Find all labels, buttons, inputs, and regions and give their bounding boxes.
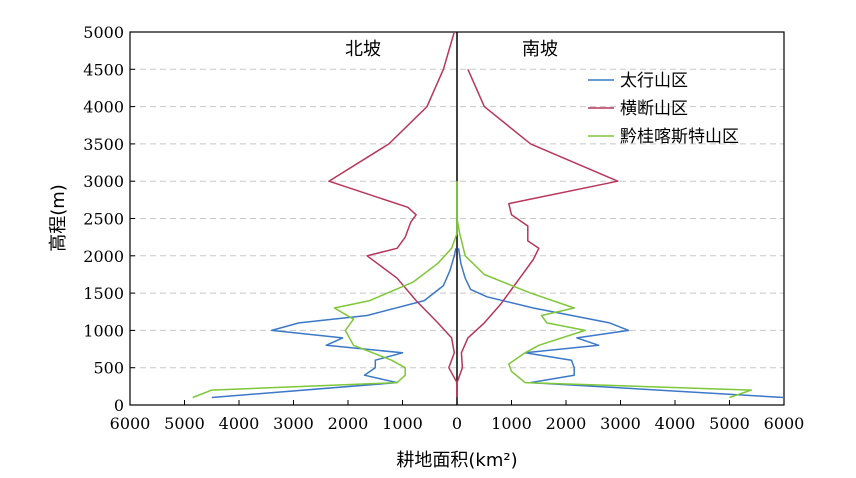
x-tick-label-5: 1000 — [382, 414, 423, 433]
series-line-0-north — [211, 248, 457, 399]
series-line-1-south — [456, 68, 619, 398]
x-tick-label-0: 6000 — [110, 414, 151, 433]
x-tick-label-10: 4000 — [655, 414, 696, 433]
y-tick-label-4500: 4500 — [83, 60, 124, 79]
side-label-north: 北坡 — [345, 39, 381, 60]
x-tick-label-7: 1000 — [491, 414, 532, 433]
y-axis-title: 高程(m) — [48, 184, 69, 252]
x-tick-label-4: 2000 — [328, 414, 369, 433]
y-tick-label-0: 0 — [114, 396, 124, 415]
x-tick-label-2: 4000 — [219, 414, 260, 433]
y-ticks: 0 500 1000 1500 2000 2500 3000 3500 4000 4500 5000 — [83, 23, 135, 415]
y-tick-label-5000: 5000 — [83, 23, 124, 42]
x-tick-label-12: 6000 — [764, 414, 805, 433]
series-line-1-north — [328, 31, 458, 398]
y-tick-label-3000: 3000 — [83, 172, 124, 191]
side-label-south: 南坡 — [522, 39, 558, 60]
x-tick-label-8: 2000 — [546, 414, 587, 433]
y-tick-label-4000: 4000 — [83, 98, 124, 117]
y-tick-label-1000: 1000 — [83, 321, 124, 340]
legend-label-1: 横断山区 — [620, 99, 688, 119]
y-tick-label-2500: 2500 — [83, 210, 124, 229]
y-tick-label-500: 500 — [93, 359, 124, 378]
x-tick-label-1: 5000 — [164, 414, 205, 433]
y-tick-label-1500: 1500 — [83, 284, 124, 303]
x-tick-label-6: 0 — [452, 414, 462, 433]
series-line-0-south — [457, 248, 785, 399]
x-ticks: 6000 5000 4000 3000 2000 1000 0 1000 2000 3000 400… — [110, 400, 805, 433]
y-tick-label-2000: 2000 — [83, 247, 124, 266]
legend-label-0: 太行山区 — [620, 71, 688, 91]
gridlines — [130, 68, 784, 369]
x-axis-title: 耕地面积(km²) — [396, 450, 517, 471]
x-tick-label-11: 5000 — [709, 414, 750, 433]
series-line-2-south — [456, 181, 753, 399]
series-lines — [192, 31, 785, 399]
x-tick-label-3: 3000 — [273, 414, 314, 433]
y-tick-label-3500: 3500 — [83, 135, 124, 154]
series-line-2-north — [192, 181, 458, 399]
legend-label-2: 黔桂喀斯特山区 — [620, 127, 739, 147]
x-tick-label-9: 3000 — [600, 414, 641, 433]
